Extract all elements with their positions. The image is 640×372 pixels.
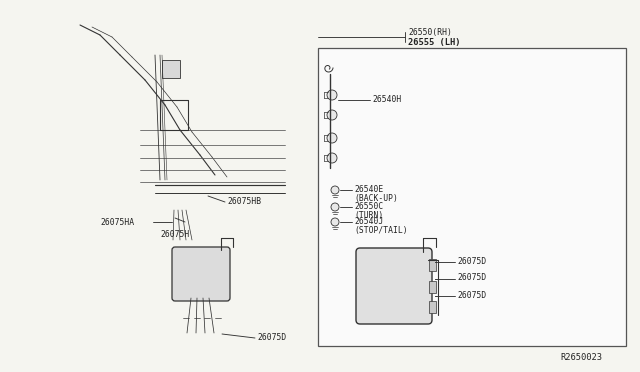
Text: 26540E: 26540E (354, 185, 383, 193)
Text: 26075HA: 26075HA (100, 218, 134, 227)
Text: R2650023: R2650023 (560, 353, 602, 362)
Circle shape (331, 203, 339, 211)
Bar (162, 60, 180, 78)
FancyBboxPatch shape (172, 247, 230, 301)
Text: 26540H: 26540H (372, 94, 401, 103)
Text: 26555 (LH): 26555 (LH) (408, 38, 461, 46)
Circle shape (331, 218, 339, 226)
Text: 26075D: 26075D (457, 273, 486, 282)
Bar (429, 281, 436, 293)
Text: 26075H: 26075H (160, 230, 189, 238)
Bar (429, 301, 436, 313)
Bar (318, 48, 626, 346)
Text: 26075D: 26075D (257, 333, 286, 341)
Text: (BACK-UP): (BACK-UP) (354, 193, 398, 202)
Text: 26075HB: 26075HB (227, 196, 261, 205)
Text: 26075D: 26075D (457, 257, 486, 266)
Circle shape (327, 110, 337, 120)
Text: 26550(RH): 26550(RH) (408, 28, 452, 36)
Text: 26075D: 26075D (457, 291, 486, 299)
Circle shape (327, 133, 337, 143)
Circle shape (327, 153, 337, 163)
FancyBboxPatch shape (356, 248, 432, 324)
Text: 26550C: 26550C (354, 202, 383, 211)
Text: (STOP/TAIL): (STOP/TAIL) (354, 225, 408, 234)
Circle shape (331, 186, 339, 194)
Text: 26540J: 26540J (354, 217, 383, 225)
Bar (429, 259, 436, 271)
Text: (TURN): (TURN) (354, 211, 383, 219)
Circle shape (327, 90, 337, 100)
